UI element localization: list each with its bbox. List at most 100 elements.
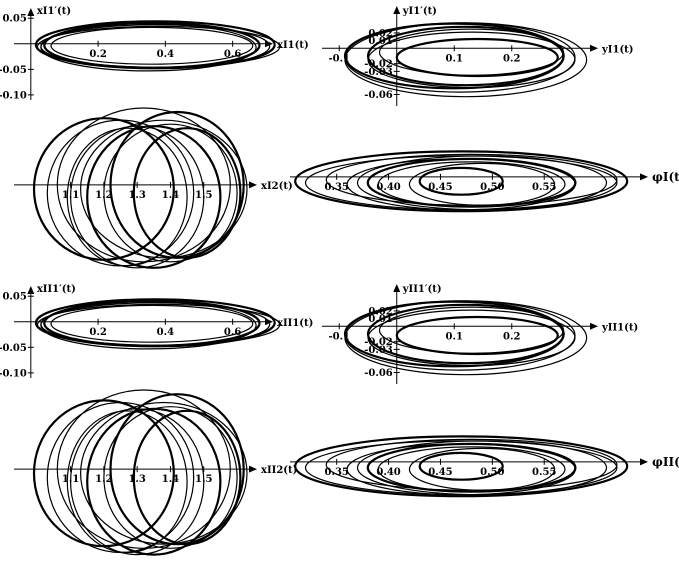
x-tick-label-xI2-3: 1.4 <box>162 190 179 201</box>
orbit-phiII-8 <box>346 443 576 496</box>
orbit-xII2-4 <box>103 406 238 549</box>
y-axis-arrow-xII1 <box>27 286 35 294</box>
x-axis-arrow-yII1 <box>590 322 598 330</box>
orbit-yI1-6 <box>395 37 559 78</box>
x-axis-arrow-xI1 <box>265 40 273 48</box>
orbit-phiI-5 <box>408 162 556 206</box>
y-tick-label-xII1-0: 0.05 <box>2 292 26 303</box>
y-axis-arrow-xI1 <box>27 8 35 16</box>
x-tick-label-yII1-2: 0.2 <box>503 331 520 342</box>
orbit-yI1-2 <box>344 22 588 98</box>
x-tick-label-phiII-2: 0.45 <box>428 467 452 478</box>
orbit-phiI-8 <box>346 158 576 211</box>
x-tick-label-yII1-1: 0.1 <box>446 331 463 342</box>
y-tick-label-yI1-4: -0.06 <box>364 90 393 101</box>
y-axis-label-yII1: yII1′(t) <box>402 284 442 295</box>
panel-xI1: 0.2 0.4 0.6 0.05 -0.05 -0.10 xI1(t) xI1′(t) <box>0 6 309 101</box>
y-axis-label-yI1: yI1′(t) <box>402 6 437 17</box>
x-tick-label-xII2-0: 1.1 <box>62 474 79 485</box>
x-tick-label-xII2-1: 1.2 <box>95 474 112 485</box>
x-axis-label-xI1: xI1(t) <box>277 40 309 51</box>
x-axis-label-yI1: yI1(t) <box>601 44 634 55</box>
x-tick-label-phiI-1: 0.40 <box>376 182 400 193</box>
x-tick-label-xII2-4: 1.5 <box>195 474 212 485</box>
x-tick-label-xII1-2: 0.6 <box>224 327 241 338</box>
orbit-yI1-4 <box>378 28 565 76</box>
y-tick-label-yII1-4: -0.06 <box>364 368 393 379</box>
y-tick-label-yII1-2: -0.02 <box>364 337 393 348</box>
panel-xII2: 1.11.21.31.41.50.1-0.1-0.2xII2(t)xII2′(t… <box>14 389 297 556</box>
y-tick-label-yII1-3: -0.03 <box>364 345 393 356</box>
orbit-yII1-6 <box>395 315 559 356</box>
y-tick-label-yII1-0: 0.02 <box>368 306 392 317</box>
orbit-xI2-4 <box>103 123 238 263</box>
orbit-xII2-8 <box>80 401 248 545</box>
x-tick-label-phiII-3: 0.50 <box>480 467 504 478</box>
orbit-yII1-2 <box>344 300 588 376</box>
x-tick-label-yI1-0: -0.1 <box>328 53 350 64</box>
y-tick-label-xII1-1: -0.05 <box>0 343 27 354</box>
orbit-yII1-5 <box>367 309 576 367</box>
x-tick-label-xI2-1: 1.2 <box>95 190 112 201</box>
orbit-phiII-6 <box>418 451 504 481</box>
x-tick-label-phiII-0: 0.35 <box>325 467 349 478</box>
x-tick-label-xII2-2: 1.3 <box>128 474 145 485</box>
x-axis-label-yII1: yII1(t) <box>601 322 638 333</box>
x-axis-arrow-xII1 <box>265 318 273 326</box>
y-axis-arrow-yII1 <box>393 284 401 292</box>
orbit-phiII-4 <box>377 446 566 493</box>
x-axis-label-xII1: xII1(t) <box>277 318 313 329</box>
x-tick-label-phiI-0: 0.35 <box>325 182 349 193</box>
x-axis-label-phiII: φII(t) <box>652 455 679 469</box>
x-tick-label-yI1-1: 0.1 <box>446 53 463 64</box>
y-axis-arrow-yI1 <box>393 6 401 14</box>
panel-phiI: 0.350.400.450.500.55-0.02-0.04φI(t)φI′(t… <box>290 150 679 213</box>
orbit-xI2-7 <box>66 127 188 267</box>
orbit-xII2-0 <box>32 399 175 548</box>
x-axis-label-xI2: xI2(t) <box>261 181 293 192</box>
panel-xII1: 0.2 0.4 0.6 0.05 -0.05 -0.10 xII1(t) xII1′(t) <box>0 284 313 379</box>
x-axis-label-phiI: φI(t) <box>652 170 679 184</box>
x-tick-label-phiII-1: 0.40 <box>376 467 400 478</box>
orbit-yI1-5 <box>367 31 576 89</box>
y-tick-label-xII1-2: -0.10 <box>0 368 27 379</box>
x-tick-label-phiI-3: 0.50 <box>480 182 504 193</box>
x-tick-label-xII1-0: 0.2 <box>89 327 106 338</box>
x-axis-arrow-xI2 <box>249 181 257 189</box>
y-tick-label-xI1-0: 0.05 <box>2 14 26 25</box>
y-tick-label-yI1-3: -0.03 <box>364 67 393 78</box>
orbit-xI1-3 <box>34 20 276 70</box>
orbit-xI1-4 <box>50 26 254 65</box>
x-axis-arrow-phiI <box>640 173 648 181</box>
x-tick-label-xI2-2: 1.3 <box>128 190 145 201</box>
x-tick-label-yI1-2: 0.2 <box>503 53 520 64</box>
x-tick-label-phiII-4: 0.55 <box>532 467 556 478</box>
panel-phiII: 0.350.400.450.500.55-0.02-0.04φII(t)φII′… <box>290 435 679 498</box>
x-axis-arrow-phiII <box>640 458 648 466</box>
orbit-yII1-4 <box>378 306 565 354</box>
orbit-xI2-9 <box>132 127 242 259</box>
panel-yI1: -0.1 0.1 0.2 0.020.01 -0.02-0.03 -0.06 yI1(t) y… <box>322 6 634 106</box>
x-axis-label-xII2: xII2(t) <box>261 465 297 476</box>
x-tick-label-xI1-2: 0.6 <box>224 49 241 60</box>
y-tick-label-yI1-0: 0.02 <box>368 28 392 39</box>
orbit-yI1-3 <box>366 25 565 87</box>
y-axis-label-xII1: xII1′(t) <box>37 284 76 295</box>
x-tick-label-xI1-0: 0.2 <box>89 49 106 60</box>
x-tick-label-xI2-0: 1.1 <box>62 190 79 201</box>
y-axis-label-xI1: xI1′(t) <box>37 6 71 17</box>
orbit-xI2-0 <box>32 117 175 261</box>
orbit-phiI-6 <box>418 166 504 196</box>
y-tick-label-yI1-1: 0.01 <box>368 36 392 47</box>
y-tick-label-xI1-2: -0.10 <box>0 90 27 101</box>
orbit-xII2-9 <box>132 409 242 546</box>
x-tick-label-phiI-4: 0.55 <box>532 182 556 193</box>
orbit-phiI-4 <box>377 161 566 208</box>
orbit-xII2-7 <box>66 410 188 554</box>
y-tick-label-yI1-2: -0.02 <box>364 59 393 70</box>
orbit-xI2-8 <box>80 119 248 259</box>
orbit-xI1-5 <box>40 23 257 72</box>
panel-yII1: -0.1 0.1 0.2 0.020.01 -0.02-0.03 -0.06 yII1(t)… <box>322 284 638 384</box>
x-tick-label-yII1-0: -0.1 <box>328 331 350 342</box>
